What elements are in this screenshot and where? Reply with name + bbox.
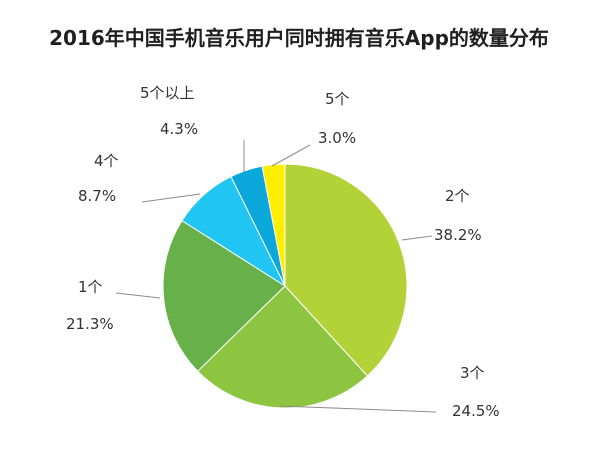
chart-title: 2016年中国手机音乐用户同时拥有音乐App的数量分布 [49, 26, 549, 50]
slice-category-label-3: 1个 [78, 278, 103, 296]
slice-labels: 2个 38.2% 3个 24.5% 1个 21.3% 4个 8.7% 5个以上 4.3% 5个 3.0… [66, 84, 500, 420]
leader-line-6 [271, 144, 311, 167]
leader-line-4 [141, 193, 201, 203]
slice-category-label-1: 2个 [445, 187, 470, 205]
slice-value-label-6: 3.0% [318, 129, 356, 147]
slice-value-label-4: 8.7% [78, 187, 116, 205]
leader-line-3 [115, 292, 161, 299]
slice-category-label-2: 3个 [460, 364, 485, 382]
leader-line-1 [401, 235, 433, 241]
pie-slice-2 [196, 285, 369, 409]
slice-category-label-6: 5个 [325, 90, 350, 108]
slice-value-label-2: 24.5% [452, 402, 500, 420]
pie-slice-3 [162, 219, 286, 372]
pie-slice-6 [261, 163, 286, 287]
leader-line-2 [279, 405, 437, 413]
slice-category-label-4: 4个 [94, 152, 119, 170]
slice-category-label-5: 5个以上 [140, 84, 195, 102]
slice-value-label-3: 21.3% [66, 315, 114, 333]
pie-slices [162, 163, 408, 409]
slice-value-label-5: 4.3% [160, 120, 198, 138]
pie-slice-1 [284, 163, 408, 377]
leader-lines [115, 140, 437, 413]
slice-value-label-1: 38.2% [434, 226, 482, 244]
